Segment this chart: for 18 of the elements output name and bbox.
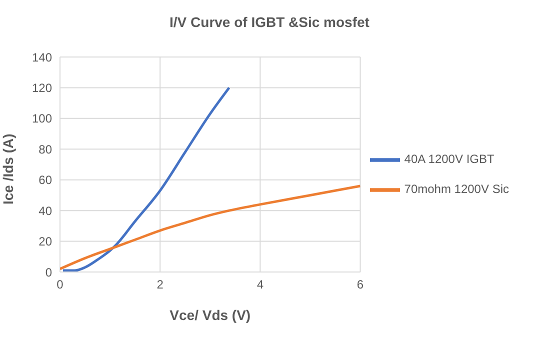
y-tick-label: 100	[32, 112, 52, 126]
x-tick-label: 0	[56, 278, 64, 292]
x-tick-label: 2	[156, 278, 164, 292]
y-tick-label: 20	[38, 234, 52, 249]
y-tick-label: 140	[32, 50, 52, 64]
y-tick-label: 80	[38, 142, 52, 156]
x-tick-label: 6	[356, 278, 364, 292]
y-axis-title: Ice /Ids (A)	[0, 134, 16, 204]
x-tick-label: 4	[256, 278, 264, 292]
y-tick-label: 40	[38, 204, 52, 218]
line-series	[62, 86, 230, 272]
legend-label: 70mohm 1200V Sic	[404, 182, 509, 196]
y-tick-label: 0	[45, 265, 52, 280]
chart-title: I/V Curve of IGBT &Sic mosfet	[168, 14, 370, 30]
y-tick-label: 60	[38, 173, 52, 188]
legend-label: 40A 1200V IGBT	[404, 152, 494, 166]
y-tick-label: 120	[32, 80, 52, 95]
x-axis-title: Vce/ Vds (V)	[170, 307, 251, 323]
